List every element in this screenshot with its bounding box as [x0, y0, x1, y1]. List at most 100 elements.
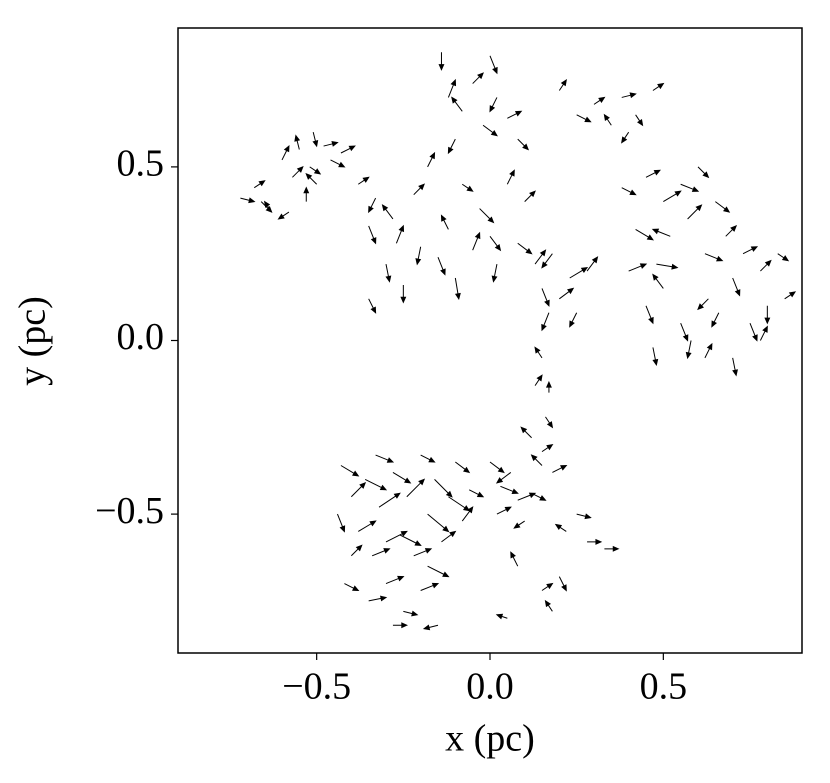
- arrow: [400, 284, 407, 304]
- arrow: [576, 114, 592, 123]
- arrow: [593, 96, 606, 105]
- arrow: [711, 312, 720, 328]
- arrow: [461, 506, 474, 522]
- arrow: [260, 201, 273, 213]
- arrow: [385, 575, 405, 585]
- arrow: [652, 82, 665, 91]
- arrow: [447, 78, 457, 98]
- arrow: [576, 513, 592, 520]
- arrow: [427, 565, 450, 578]
- arrow: [468, 489, 485, 498]
- x-axis-label: x (pc): [445, 718, 535, 760]
- arrow: [489, 55, 498, 75]
- arrow: [454, 277, 461, 301]
- arrow: [635, 228, 654, 241]
- y-tick-label: 0.5: [117, 143, 165, 185]
- arrow: [604, 545, 620, 552]
- arrow: [358, 520, 377, 532]
- arrow: [559, 287, 575, 300]
- arrow: [437, 256, 446, 276]
- arrow: [422, 624, 439, 631]
- arrow: [725, 225, 738, 237]
- arrow: [569, 266, 589, 279]
- y-axis-label: y (pc): [12, 296, 54, 386]
- arrow: [697, 298, 709, 311]
- arrow: [364, 478, 388, 491]
- arrow: [337, 513, 346, 533]
- arrow: [651, 228, 671, 237]
- arrow: [330, 159, 346, 168]
- arrow: [586, 256, 599, 272]
- arrow: [530, 454, 543, 466]
- arrow: [440, 214, 449, 230]
- arrow: [697, 166, 710, 179]
- arrow: [513, 520, 525, 529]
- arrow: [420, 582, 440, 591]
- arrow: [784, 291, 797, 300]
- arrow: [520, 426, 532, 439]
- arrow: [434, 479, 453, 498]
- arrow: [441, 530, 457, 543]
- arrow: [652, 347, 659, 367]
- arrow: [340, 465, 360, 477]
- arrow: [517, 242, 533, 255]
- arrow: [496, 506, 512, 515]
- arrow: [558, 79, 567, 91]
- arrow: [534, 374, 543, 386]
- arrow: [461, 183, 474, 192]
- arrow: [541, 288, 550, 307]
- arrow: [427, 151, 436, 168]
- arrow: [645, 169, 661, 178]
- arrow: [309, 166, 322, 175]
- arrow: [621, 131, 630, 144]
- arrow: [357, 176, 370, 185]
- arrow: [451, 96, 463, 112]
- arrow: [420, 454, 436, 463]
- x-tick-label: 0.5: [640, 666, 688, 708]
- plot-frame: [177, 27, 803, 654]
- arrow: [645, 305, 654, 325]
- arrow: [507, 110, 523, 119]
- arrow: [491, 264, 498, 283]
- arrow: [510, 551, 519, 567]
- arrow: [455, 461, 471, 474]
- arrow: [531, 492, 547, 501]
- arrow: [350, 481, 367, 498]
- arrow: [447, 138, 456, 155]
- arrow: [552, 464, 568, 473]
- x-tick-label: −0.5: [282, 666, 351, 708]
- arrow: [764, 305, 771, 325]
- arrow: [558, 576, 567, 592]
- arrow: [303, 186, 310, 202]
- arrow: [482, 124, 498, 137]
- arrow: [392, 622, 409, 629]
- arrow: [541, 582, 554, 591]
- arrow: [732, 357, 738, 377]
- arrow: [541, 312, 550, 332]
- arrow: [240, 197, 256, 204]
- arrow: [413, 183, 426, 196]
- arrow: [294, 134, 301, 150]
- arrow: [378, 492, 401, 508]
- arrow: [517, 138, 530, 151]
- arrow: [305, 172, 318, 185]
- arrow: [368, 225, 377, 245]
- arrow: [541, 253, 553, 269]
- arrow: [253, 180, 266, 189]
- arrow: [479, 208, 495, 224]
- arrow: [628, 263, 648, 272]
- arrow: [704, 253, 724, 262]
- arrow: [534, 346, 543, 359]
- arrow: [292, 166, 304, 178]
- arrow: [603, 113, 612, 126]
- arrow: [438, 52, 445, 71]
- arrow: [323, 141, 339, 147]
- arrow: [704, 342, 713, 359]
- arrow: [395, 224, 405, 244]
- arrow: [680, 183, 700, 192]
- arrow: [663, 190, 682, 203]
- arrow: [621, 187, 637, 196]
- arrow: [340, 145, 356, 154]
- arrow: [587, 538, 603, 545]
- arrow: [541, 443, 554, 453]
